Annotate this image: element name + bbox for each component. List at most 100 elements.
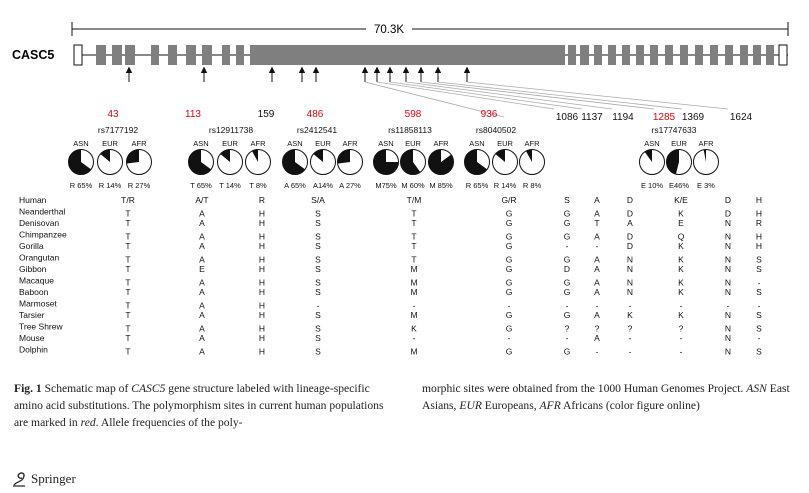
snp-allele-frequencies: rs7177192 ASN R 65% EUR R 14% AFR R 27% rs12911… — [68, 125, 719, 190]
residue-cell: H — [259, 324, 265, 334]
residue-cell: A — [199, 232, 205, 242]
residue-cell: T — [125, 347, 130, 357]
snp-id: rs11858113 — [388, 125, 432, 135]
residue-cell: - — [566, 333, 569, 343]
residue-cell: - — [596, 347, 599, 357]
residue-cell: T — [411, 232, 416, 242]
population-label: AFR — [343, 139, 359, 148]
caption-afr-text: Africans (color figure online) — [560, 399, 700, 412]
caption-text-3: . Allele frequencies of the poly- — [95, 416, 243, 429]
residue-cell: N — [627, 255, 633, 265]
allele-frequency-label: M75% — [375, 181, 397, 190]
residue-cell: D — [725, 195, 731, 205]
species-name: Marmoset — [19, 299, 57, 309]
residue-cell: S — [315, 255, 321, 265]
residue-cell: G — [564, 218, 571, 228]
springer-logo-icon — [13, 472, 25, 487]
residue-cell: A — [594, 255, 600, 265]
snp-id: rs12911738 — [209, 125, 254, 135]
residue-cell: A — [199, 241, 205, 251]
site-label: 1194 — [612, 112, 634, 123]
publisher-footer: Springer — [12, 471, 76, 487]
population-label: EUR — [497, 139, 513, 148]
residue-cell: K — [678, 255, 684, 265]
residue-cell: S — [315, 218, 321, 228]
allele-pie-slice — [373, 149, 399, 175]
residue-cell: A/T — [195, 195, 208, 205]
site-label: 113 — [185, 109, 201, 120]
exon — [608, 45, 616, 65]
residue-cell: S — [756, 324, 762, 334]
population-label: ASN — [287, 139, 302, 148]
residue-cell: - — [629, 301, 632, 311]
allele-pie-slice — [703, 149, 706, 162]
casc5-gene-diagram: 70.3K CASC5 43 113 159 486 598 936 1086 1137 119… — [12, 21, 789, 357]
caption-red: red — [80, 416, 96, 429]
figure-caption-left: Fig. 1 Schematic map of CASC5 gene struc… — [14, 380, 398, 431]
residue-cell: T — [125, 301, 130, 311]
residue-cell: - — [413, 301, 416, 311]
residue-cell: - — [680, 301, 683, 311]
residue-cell: E — [199, 264, 205, 274]
substitution-sites: 43 113 159 486 598 936 1086 1137 1194 1285 1369 162… — [107, 66, 753, 123]
site-arrow-head — [402, 66, 410, 73]
utr-3prime — [778, 44, 788, 66]
site-leader-line — [420, 81, 655, 110]
caption-asn-text: East Asians, — [422, 382, 790, 412]
allele-pie-slice — [68, 149, 92, 175]
residue-cell: R — [259, 195, 265, 205]
residue-cell: N — [725, 255, 731, 265]
residue-cell: R — [756, 218, 762, 228]
residue-cell: S — [315, 232, 321, 242]
residue-cell: A — [199, 301, 205, 311]
species-name: Dolphin — [19, 345, 48, 355]
residue-cell: G — [564, 255, 571, 265]
exon — [168, 45, 177, 65]
population-label: ASN — [73, 139, 88, 148]
population-label: EUR — [405, 139, 421, 148]
residue-cell: T — [411, 218, 416, 228]
caption-eur-text: Europeans, — [481, 399, 540, 412]
residue-cell: - — [508, 333, 511, 343]
exon — [236, 45, 244, 65]
residue-cell: E — [678, 218, 684, 228]
allele-frequency-label: M 60% — [401, 181, 425, 190]
residue-cell: S — [315, 347, 321, 357]
residue-cell: H — [756, 241, 762, 251]
residue-cell: T — [125, 278, 130, 288]
residue-cell: G — [506, 324, 513, 334]
residue-cell: - — [758, 278, 761, 288]
exon — [636, 45, 644, 65]
species-name: Human — [19, 195, 47, 205]
exon — [665, 45, 673, 65]
residue-cell: G — [506, 278, 513, 288]
caption-text-1: Schematic map of — [41, 382, 132, 395]
residue-cell: - — [629, 333, 632, 343]
residue-cell: A — [627, 218, 633, 228]
population-label: AFR — [525, 139, 541, 148]
site-arrow-head — [386, 66, 394, 73]
allele-frequency-label: M 85% — [429, 181, 453, 190]
residue-cell: A — [199, 310, 205, 320]
population-label: EUR — [671, 139, 687, 148]
exon — [568, 45, 576, 65]
site-arrow-head — [434, 66, 442, 73]
allele-frequency-label: R 14% — [494, 181, 517, 190]
residue-cell: K — [678, 287, 684, 297]
species-name: Macaque — [19, 276, 54, 286]
residue-cell: T — [125, 255, 130, 265]
residue-cell: M — [410, 347, 417, 357]
exon — [96, 45, 106, 65]
species-name: Gorilla — [19, 241, 44, 251]
site-label: 936 — [481, 109, 498, 120]
residue-cell: A — [594, 310, 600, 320]
residue-cell: S — [315, 324, 321, 334]
allele-frequency-label: R 65% — [70, 181, 93, 190]
residue-cell: D — [627, 232, 633, 242]
residue-cell: A — [199, 209, 205, 219]
site-label: 1137 — [581, 112, 603, 123]
residue-cell: M — [410, 264, 417, 274]
residue-cell: N — [725, 264, 731, 274]
residue-cell: S/A — [311, 195, 325, 205]
residue-cell: N — [725, 232, 731, 242]
